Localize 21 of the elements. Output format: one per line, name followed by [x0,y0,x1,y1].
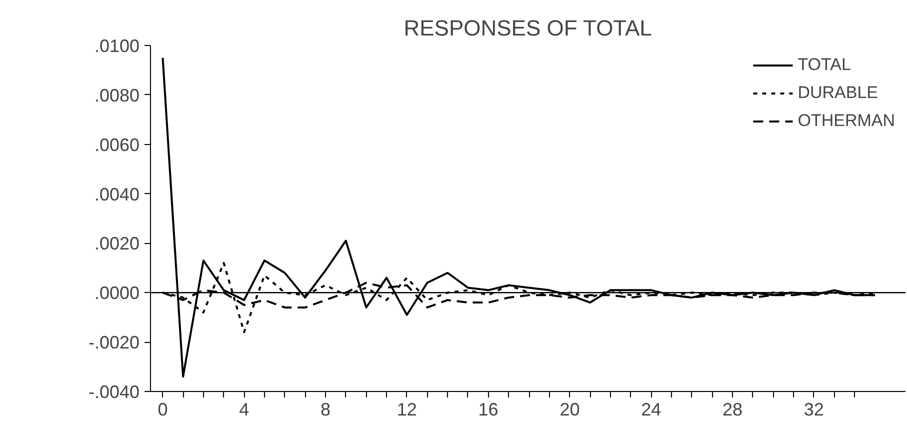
y-tick-label: -.0020 [88,332,140,353]
y-tick-label: .0080 [94,85,140,106]
legend-label: OTHERMAN [798,111,895,131]
y-tick-label: .0020 [94,234,140,254]
y-tick-label: .0100 [94,36,140,56]
x-tick-label: 16 [478,400,498,420]
legend-label: DURABLE [798,83,878,103]
x-tick-label: 8 [320,400,331,420]
y-tick-label: .0060 [94,134,140,155]
x-tick-label: 0 [158,400,168,420]
y-tick-label: .0000 [94,283,140,304]
x-tick-label: 24 [641,400,662,420]
y-tick-label: -.0040 [88,382,140,402]
chart-title: RESPONSES OF TOTAL [404,16,652,40]
x-tick-label: 12 [396,400,417,420]
legend-label: TOTAL [798,55,851,75]
x-tick-label: 4 [239,400,250,420]
x-tick-label: 28 [722,400,743,420]
x-tick-label: 20 [560,400,580,420]
y-tick-label: .0040 [94,184,140,204]
x-tick-label: 32 [804,400,824,420]
